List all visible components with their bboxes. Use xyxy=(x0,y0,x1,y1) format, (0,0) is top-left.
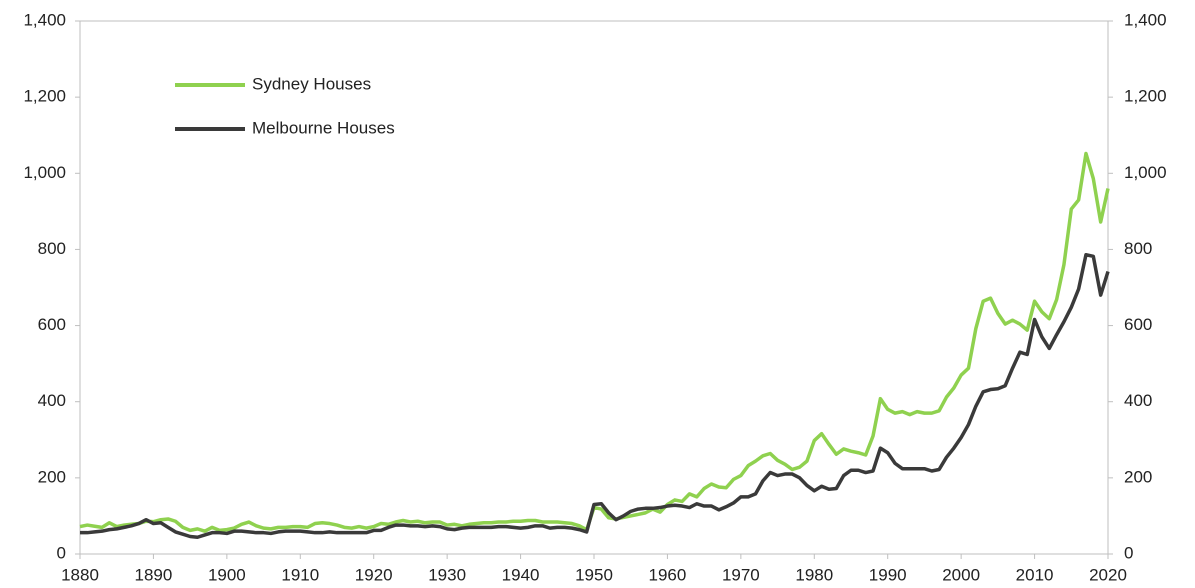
y2-tick-label: 800 xyxy=(1124,239,1152,258)
y2-tick-label: 1,200 xyxy=(1124,87,1167,106)
x-tick-label: 1910 xyxy=(281,565,319,584)
x-tick-label: 1980 xyxy=(795,565,833,584)
series-line xyxy=(79,151,1110,533)
x-tick-label: 1920 xyxy=(355,565,393,584)
y-tick-label: 200 xyxy=(38,467,66,486)
y-tick-label: 1,000 xyxy=(23,163,66,182)
x-tick-label: 1960 xyxy=(649,565,687,584)
y2-tick-label: 1,400 xyxy=(1124,10,1167,29)
y-tick-label: 400 xyxy=(38,391,66,410)
y2-tick-label: 0 xyxy=(1124,543,1133,562)
x-tick-label: 1890 xyxy=(135,565,173,584)
plot-frame xyxy=(79,20,1109,555)
x-tick-label: 1990 xyxy=(869,565,907,584)
x-tick-label: 1940 xyxy=(502,565,540,584)
legend-label: Sydney Houses xyxy=(252,74,371,93)
y2-tick-label: 200 xyxy=(1124,467,1152,486)
y2-tick-label: 1,000 xyxy=(1124,163,1167,182)
y-tick-label: 800 xyxy=(38,239,66,258)
x-tick-label: 1900 xyxy=(208,565,246,584)
y2-tick-label: 400 xyxy=(1124,391,1152,410)
y2-tick-label: 600 xyxy=(1124,315,1152,334)
x-tick-label: 1930 xyxy=(428,565,466,584)
x-tick-label: 2010 xyxy=(1016,565,1054,584)
x-tick-label: 1880 xyxy=(61,565,99,584)
y-tick-label: 600 xyxy=(38,315,66,334)
y-tick-label: 0 xyxy=(57,543,66,562)
y-tick-label: 1,200 xyxy=(23,87,66,106)
y-tick-label: 1,400 xyxy=(23,10,66,29)
x-tick-label: 2020 xyxy=(1089,565,1127,584)
x-tick-label: 2000 xyxy=(942,565,980,584)
legend-label: Melbourne Houses xyxy=(252,118,395,137)
x-tick-label: 1950 xyxy=(575,565,613,584)
x-tick-label: 1970 xyxy=(722,565,760,584)
series-line xyxy=(80,253,1110,539)
